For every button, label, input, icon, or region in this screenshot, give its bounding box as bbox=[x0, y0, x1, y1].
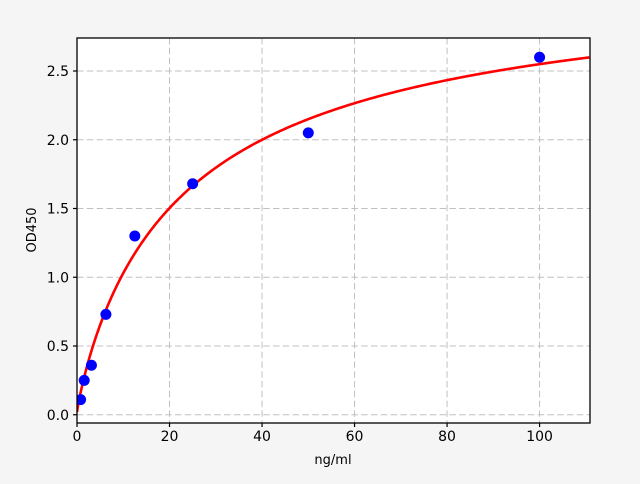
x-tick-label: 20 bbox=[161, 429, 179, 445]
fit-curve-line bbox=[77, 56, 590, 413]
y-tick-label: 0.0 bbox=[47, 408, 69, 424]
data-point bbox=[187, 178, 199, 190]
axes-frame bbox=[76, 37, 591, 424]
data-point bbox=[302, 127, 314, 139]
x-tick-label: 60 bbox=[346, 429, 364, 445]
x-tick-label: 0 bbox=[73, 429, 82, 445]
plot-series bbox=[77, 51, 590, 413]
x-tick-label: 40 bbox=[253, 429, 271, 445]
x-tick-label: 80 bbox=[438, 429, 456, 445]
y-tick-label: 2.0 bbox=[47, 133, 69, 149]
y-tick-label: 1.5 bbox=[47, 202, 69, 218]
data-point bbox=[78, 374, 90, 386]
data-point bbox=[85, 359, 97, 371]
y-axis-label: OD450 bbox=[25, 207, 40, 252]
y-tick-label: 2.5 bbox=[47, 64, 69, 80]
x-axis-label: ng/ml bbox=[314, 453, 351, 468]
data-point bbox=[129, 230, 141, 242]
y-tick-label: 0.5 bbox=[47, 339, 69, 355]
y-tick-label: 1.0 bbox=[47, 270, 69, 286]
plot-area bbox=[77, 38, 590, 423]
data-points bbox=[77, 51, 546, 406]
tick-labels: 0 20 40 60 80 100 0.0 0.5 1.0 1.5 2.0 2.5 bbox=[47, 64, 553, 445]
data-point bbox=[100, 308, 112, 320]
data-point bbox=[534, 51, 546, 63]
x-tick-label: 100 bbox=[526, 429, 553, 445]
axis-ticks bbox=[73, 70, 541, 427]
data-point bbox=[77, 394, 87, 406]
